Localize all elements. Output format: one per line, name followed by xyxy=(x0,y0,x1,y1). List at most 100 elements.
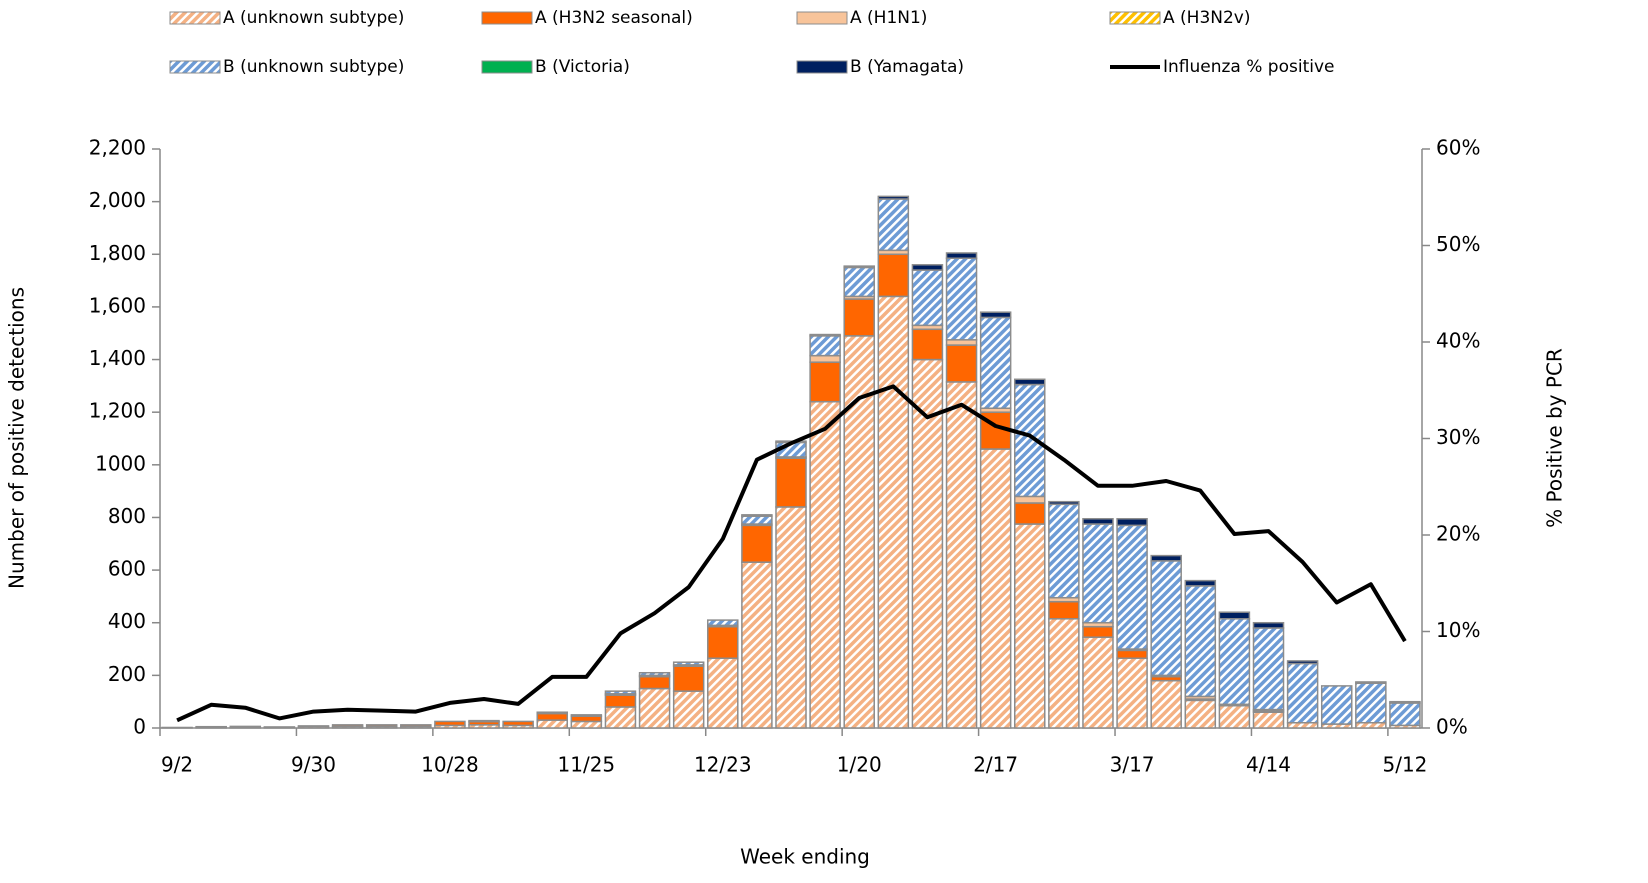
y-tick-label: 1,200 xyxy=(89,399,146,423)
bar-segment xyxy=(707,619,739,627)
bar-segment xyxy=(707,657,739,729)
bar-segment xyxy=(536,712,569,721)
bar-segment xyxy=(1048,503,1080,599)
bar-segment xyxy=(809,333,841,337)
bar-segment xyxy=(1082,518,1114,525)
bar-segment xyxy=(1389,700,1421,704)
bar-segment xyxy=(741,561,773,729)
bar-segment xyxy=(809,400,841,729)
bar-segment xyxy=(1048,500,1080,506)
y2-tick-label: 30% xyxy=(1436,425,1480,449)
y-tick-label: 2,000 xyxy=(89,188,146,212)
y2-axis-label: % Positive by PCR xyxy=(1543,348,1567,528)
bar-segment xyxy=(809,361,841,403)
y-tick-label: 2,200 xyxy=(89,136,146,160)
legend-label: A (H3N2 seasonal) xyxy=(535,8,693,28)
bar-segment xyxy=(672,661,705,666)
legend-swatch xyxy=(169,60,221,74)
legend: A (unknown subtype) A (H3N2 seasonal) A (H… xyxy=(169,8,1335,77)
bar-segment xyxy=(775,457,807,508)
bar-segment xyxy=(1286,721,1319,729)
bar-segment xyxy=(1013,502,1046,525)
y-tick-label: 400 xyxy=(108,609,146,633)
bar-segment xyxy=(502,720,534,727)
bar-segment xyxy=(570,715,603,723)
y2-tick-label: 40% xyxy=(1436,329,1480,353)
bar-segment xyxy=(1252,711,1285,729)
bar-segment xyxy=(400,724,432,728)
bar-segment xyxy=(877,253,910,298)
x-tick-label: 10/28 xyxy=(421,753,479,777)
y-tick-label: 1,800 xyxy=(89,241,146,265)
legend-label: B (unknown subtype) xyxy=(223,57,404,77)
legend-swatch xyxy=(169,11,221,25)
y-tick-label: 800 xyxy=(108,504,146,528)
bar-segment xyxy=(365,724,398,728)
bar-segment xyxy=(1013,378,1046,386)
bar-segment xyxy=(1389,702,1421,727)
x-tick-label: 9/30 xyxy=(291,753,336,777)
bar-segment xyxy=(809,335,841,357)
bar-segment xyxy=(672,665,705,692)
bar-segment xyxy=(1252,621,1285,629)
bar-segment xyxy=(1082,523,1114,624)
bar-segment xyxy=(1252,627,1285,711)
bar-segment xyxy=(1150,560,1182,677)
bar-segment xyxy=(1082,636,1114,729)
y-tick-label: 1000 xyxy=(95,451,146,475)
bar-segment xyxy=(1116,657,1148,729)
bar-segment xyxy=(1184,585,1217,698)
legend-label: A (unknown subtype) xyxy=(223,8,404,28)
bar-segment xyxy=(570,720,603,729)
bar-segment xyxy=(1048,600,1080,620)
bar-segment xyxy=(1355,721,1387,729)
bar-segment xyxy=(809,354,841,363)
legend-swatch xyxy=(796,60,848,74)
bar-segment xyxy=(945,344,978,383)
y-tick-label: 1,400 xyxy=(89,346,146,370)
legend-label: Influenza % positive xyxy=(1163,57,1335,77)
bar-segment xyxy=(604,690,637,695)
bar-segment xyxy=(945,252,978,259)
bar-segment xyxy=(843,265,875,269)
legend-label: A (H3N2v) xyxy=(1163,8,1251,28)
bar-segment xyxy=(1013,383,1046,498)
x-tick-label: 2/17 xyxy=(973,753,1018,777)
bar-segment xyxy=(877,198,910,252)
bar-segment xyxy=(1184,579,1217,587)
y-tick-label: 1,600 xyxy=(89,293,146,317)
x-axis-label: Week ending xyxy=(740,845,870,869)
x-tick-label: 5/12 xyxy=(1382,753,1427,777)
bar-segment xyxy=(979,316,1012,409)
bar-segment xyxy=(1116,524,1148,650)
bar-segment xyxy=(638,675,671,690)
bar-segment xyxy=(604,706,637,729)
bar-segment xyxy=(1013,523,1046,729)
x-tick-label: 3/17 xyxy=(1110,753,1155,777)
bar-segment xyxy=(1218,611,1251,620)
bar-segment xyxy=(1048,618,1080,729)
y2-tick-label: 60% xyxy=(1436,136,1480,160)
y-tick-label: 0 xyxy=(133,715,146,739)
bar-segment xyxy=(536,711,569,715)
bar-segment xyxy=(741,515,773,525)
legend-label: B (Yamagata) xyxy=(850,57,964,77)
bar-segment xyxy=(877,195,910,200)
bar-segment xyxy=(570,714,603,717)
bar-segment xyxy=(877,295,910,729)
bar-segment xyxy=(1013,495,1046,504)
bar-segment xyxy=(1116,518,1148,527)
bar-segment xyxy=(1082,625,1114,638)
bar-segment xyxy=(672,690,705,729)
line-series xyxy=(176,384,1407,723)
x-tick-label: 9/2 xyxy=(161,753,193,777)
bar-segment xyxy=(297,725,330,728)
legend-swatch xyxy=(796,11,848,25)
y2-tick-label: 0% xyxy=(1436,715,1468,739)
legend-label: A (H1N1) xyxy=(850,8,927,28)
bar-segment xyxy=(604,694,637,708)
bar-segment xyxy=(843,335,875,729)
bar-segment xyxy=(1218,704,1251,729)
bar-segment xyxy=(1286,660,1319,665)
